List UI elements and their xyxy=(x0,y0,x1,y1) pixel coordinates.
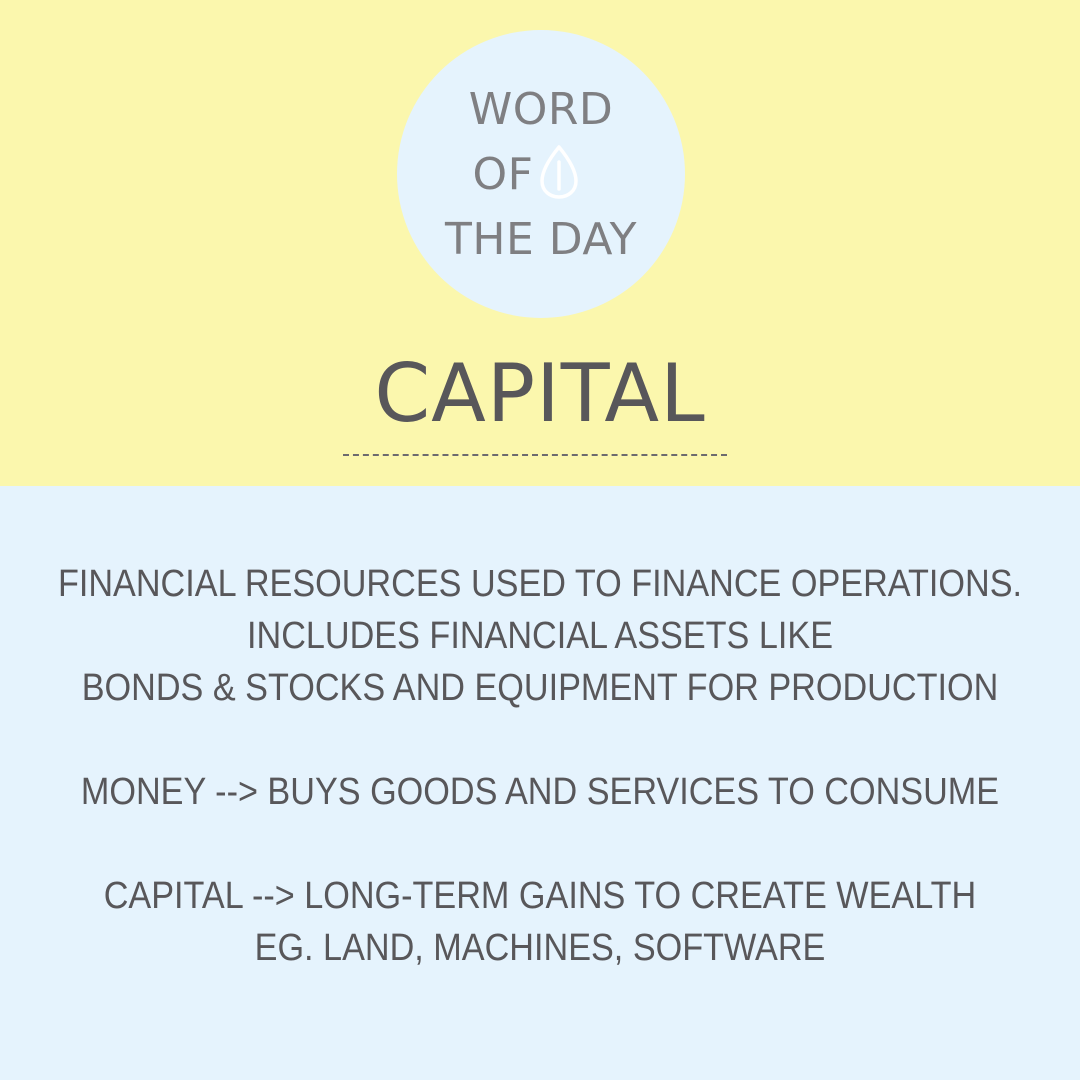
definition-line: INCLUDES FINANCIAL ASSETS LIKE xyxy=(246,615,834,657)
definition-line: FINANCIAL RESOURCES USED TO FINANCE OPER… xyxy=(57,563,1023,605)
badge-line-of: OF xyxy=(397,145,685,201)
money-comparison-line: MONEY --> BUYS GOODS AND SERVICES TO CON… xyxy=(80,771,1000,813)
capital-comparison-line: CAPITAL --> LONG-TERM GAINS TO CREATE WE… xyxy=(103,875,977,917)
badge-line-the-day: THE DAY xyxy=(445,214,637,265)
dashed-divider xyxy=(343,454,727,456)
bottom-panel xyxy=(0,486,1080,1080)
badge-line-word: WORD xyxy=(468,84,614,135)
word-of-the-day-badge: WORD OF THE DAY xyxy=(397,30,685,318)
word-title: CAPITAL xyxy=(374,347,706,440)
examples-line: EG. LAND, MACHINES, SOFTWARE xyxy=(254,927,826,969)
definition-line: BONDS & STOCKS AND EQUIPMENT FOR PRODUCT… xyxy=(81,667,999,709)
leaf-icon xyxy=(540,145,579,199)
